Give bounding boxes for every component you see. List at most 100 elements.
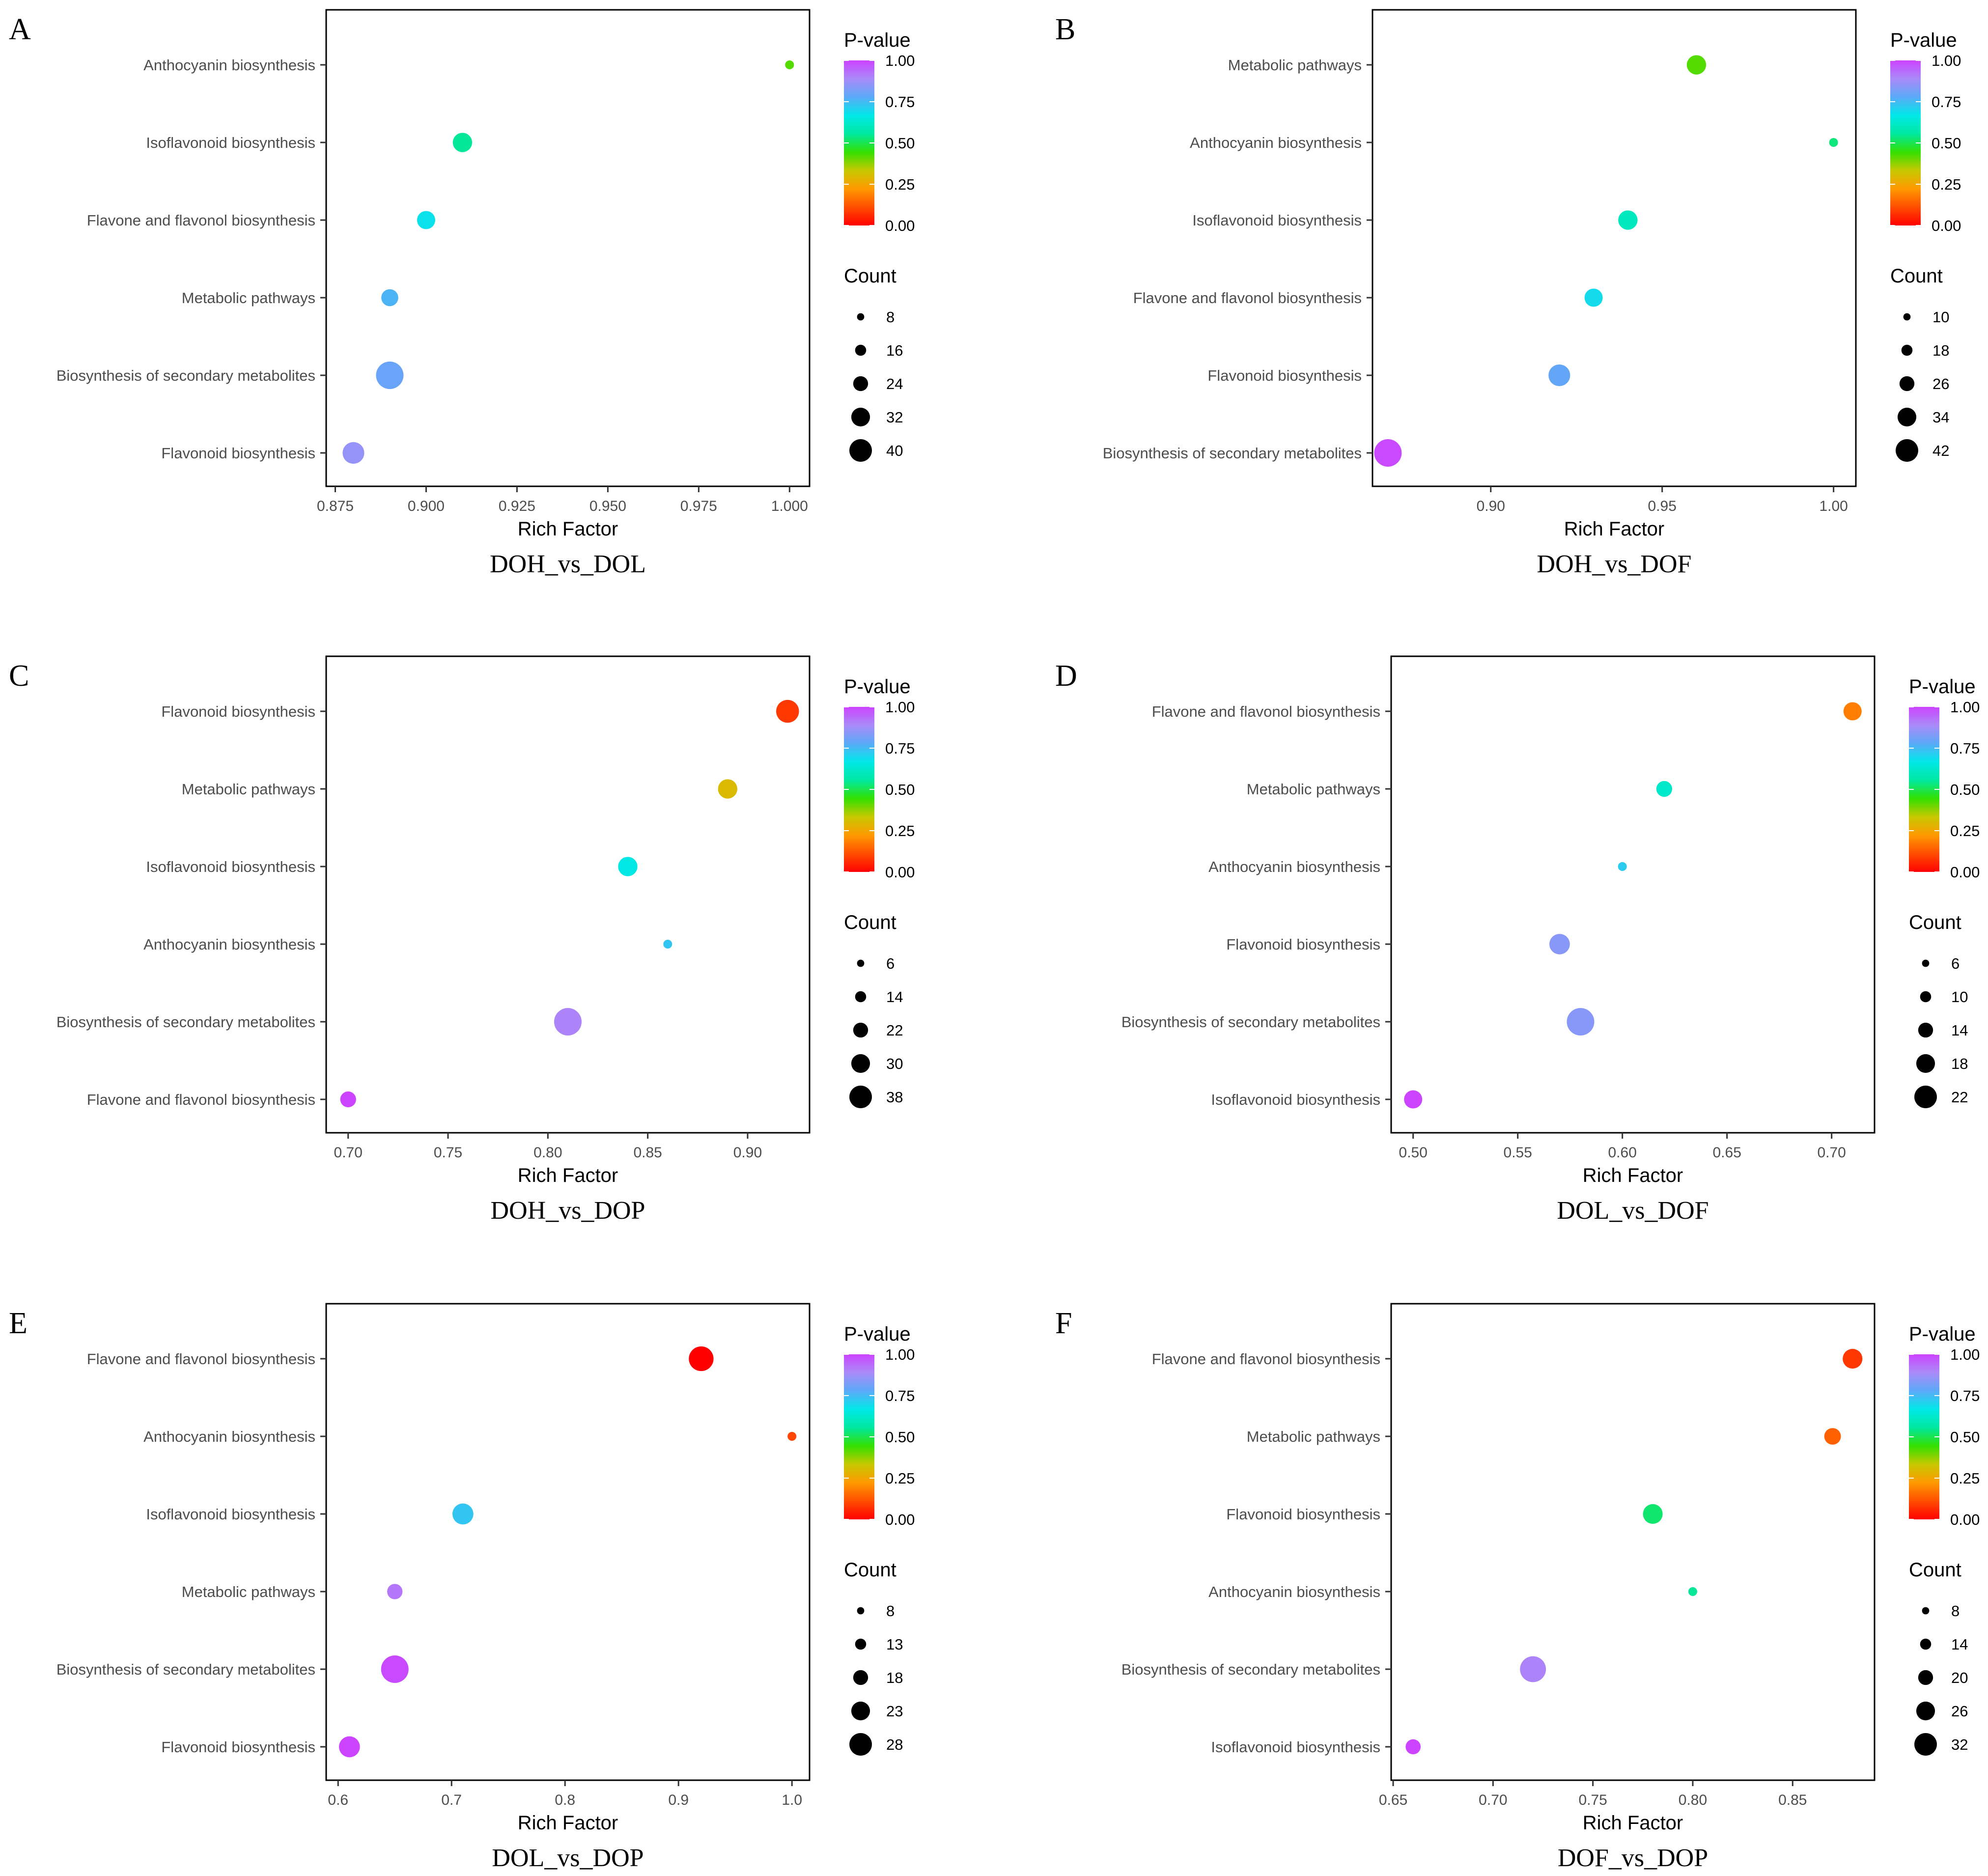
count-legend-dot (1914, 1733, 1937, 1756)
colorbar-tick-label: 0.25 (885, 176, 915, 193)
plot-area (1390, 655, 1876, 1134)
data-point (1618, 210, 1638, 230)
data-point (1656, 781, 1673, 797)
y-tick-label: Anthocyanin biosynthesis (143, 1428, 315, 1445)
count-legend-label: 32 (1951, 1736, 1968, 1753)
count-legend-label: 30 (886, 1055, 903, 1072)
colorbar-tick-label: 1.00 (885, 699, 915, 716)
data-point (1686, 55, 1707, 75)
count-legend-label: 40 (886, 442, 903, 459)
y-tick-label: Anthocyanin biosynthesis (143, 936, 315, 953)
colorbar-tick-label: 0.75 (885, 1387, 915, 1404)
x-tick-label: 0.55 (1504, 1145, 1532, 1161)
colorbar-tick-label: 0.25 (885, 1470, 915, 1487)
x-tick-label: 0.95 (1648, 498, 1677, 514)
y-tick-label: Anthocyanin biosynthesis (1208, 1583, 1380, 1600)
x-tick-label: 0.90 (733, 1145, 762, 1161)
colorbar-tick-label: 0.25 (1950, 822, 1980, 840)
count-legend-title: Count (844, 912, 896, 933)
count-legend-label: 14 (1951, 1022, 1968, 1039)
y-tick-label: Biosynthesis of secondary metabolites (56, 367, 315, 384)
colorbar-tick-label: 0.00 (885, 217, 915, 234)
count-legend-dot (1914, 1086, 1937, 1108)
panel-caption: DOH_vs_DOL (490, 550, 646, 578)
count-legend-label: 18 (1932, 342, 1949, 359)
x-tick-label: 0.85 (1778, 1792, 1807, 1808)
pvalue-legend-title: P-value (1890, 29, 1957, 51)
count-legend-label: 26 (1932, 375, 1949, 392)
count-legend-dot (1903, 313, 1911, 321)
panel-f: F Flavone and flavonol biosynthesis Metabo… (1055, 1303, 1980, 1872)
data-point (1843, 1348, 1863, 1369)
pvalue-colorbar (1909, 1354, 1939, 1519)
colorbar-tick-label: 0.50 (1950, 1428, 1980, 1446)
plot-area (1390, 1303, 1876, 1781)
panel-c: C Flavonoid biosynthesis Metabolic pathway… (9, 655, 915, 1225)
data-point (718, 779, 737, 799)
pvalue-legend-title: P-value (1909, 676, 1976, 698)
x-tick-label: 0.7 (441, 1792, 462, 1808)
count-legend-label: 18 (886, 1669, 903, 1686)
data-point (776, 700, 799, 723)
y-tick-label: Biosynthesis of secondary metabolites (1121, 1661, 1380, 1678)
y-tick-label: Anthocyanin biosynthesis (1190, 134, 1362, 151)
count-legend-dot (855, 991, 867, 1003)
data-point (1829, 138, 1838, 147)
y-tick-label: Isoflavonoid biosynthesis (146, 134, 315, 151)
data-point (381, 289, 398, 307)
count-legend-label: 8 (1951, 1602, 1960, 1620)
data-point (785, 60, 794, 69)
x-tick-label: 0.80 (533, 1145, 562, 1161)
y-tick-label: Isoflavonoid biosynthesis (1192, 212, 1362, 229)
count-legend-title: Count (1890, 265, 1943, 287)
panel-b: B Metabolic pathways Anthocyanin biosynthe… (1055, 9, 1961, 578)
count-legend-label: 14 (886, 988, 903, 1006)
count-legend-label: 8 (886, 1602, 895, 1620)
data-point (663, 940, 672, 949)
data-point (417, 211, 435, 229)
colorbar-tick-label: 1.00 (1950, 1346, 1980, 1363)
data-point (1584, 288, 1603, 307)
x-tick-label: 0.60 (1608, 1145, 1637, 1161)
x-tick-label: 0.875 (317, 498, 354, 514)
panel-caption: DOH_vs_DOP (491, 1197, 645, 1225)
count-legend-dot (1899, 376, 1915, 392)
pvalue-legend-title: P-value (844, 1323, 911, 1345)
panel-label: B (1055, 13, 1075, 46)
data-point (787, 1432, 797, 1441)
count-legend-dot (851, 1701, 870, 1721)
y-tick-label: Anthocyanin biosynthesis (1208, 858, 1380, 875)
count-legend-label: 24 (886, 375, 903, 392)
count-legend-label: 18 (1951, 1055, 1968, 1072)
pvalue-legend-title: P-value (1909, 1323, 1976, 1345)
x-tick-label: 1.000 (771, 498, 808, 514)
x-tick-label: 0.70 (334, 1145, 363, 1161)
count-legend-dot (1920, 1638, 1932, 1650)
y-tick-label: Flavone and flavonol biosynthesis (1133, 289, 1362, 307)
colorbar-tick-label: 0.50 (885, 781, 915, 798)
data-point (1404, 1090, 1423, 1109)
y-tick-label: Flavonoid biosynthesis (161, 1738, 315, 1756)
count-legend-label: 32 (886, 409, 903, 426)
colorbar-tick-label: 0.00 (1950, 864, 1980, 881)
count-legend-title: Count (1909, 1559, 1961, 1581)
colorbar-tick-label: 0.00 (885, 864, 915, 881)
y-tick-label: Biosynthesis of secondary metabolites (1103, 445, 1362, 462)
count-legend-dot (1920, 991, 1932, 1003)
count-legend-label: 28 (886, 1736, 903, 1753)
data-point (1548, 364, 1570, 387)
y-tick-label: Flavonoid biosynthesis (161, 445, 315, 462)
pvalue-colorbar (844, 60, 874, 225)
x-tick-label: 0.70 (1817, 1145, 1846, 1161)
colorbar-tick-label: 0.25 (885, 822, 915, 840)
count-legend-dot (851, 1054, 870, 1073)
colorbar-tick-label: 0.00 (1950, 1511, 1980, 1528)
data-point (1643, 1504, 1663, 1524)
count-legend-dot (853, 1022, 868, 1038)
data-point (387, 1584, 403, 1599)
count-legend-dot (857, 313, 865, 321)
y-tick-label: Flavone and flavonol biosynthesis (87, 1091, 315, 1108)
panel-label: E (9, 1307, 28, 1340)
count-legend-label: 26 (1951, 1703, 1968, 1720)
x-tick-label: 0.900 (408, 498, 445, 514)
